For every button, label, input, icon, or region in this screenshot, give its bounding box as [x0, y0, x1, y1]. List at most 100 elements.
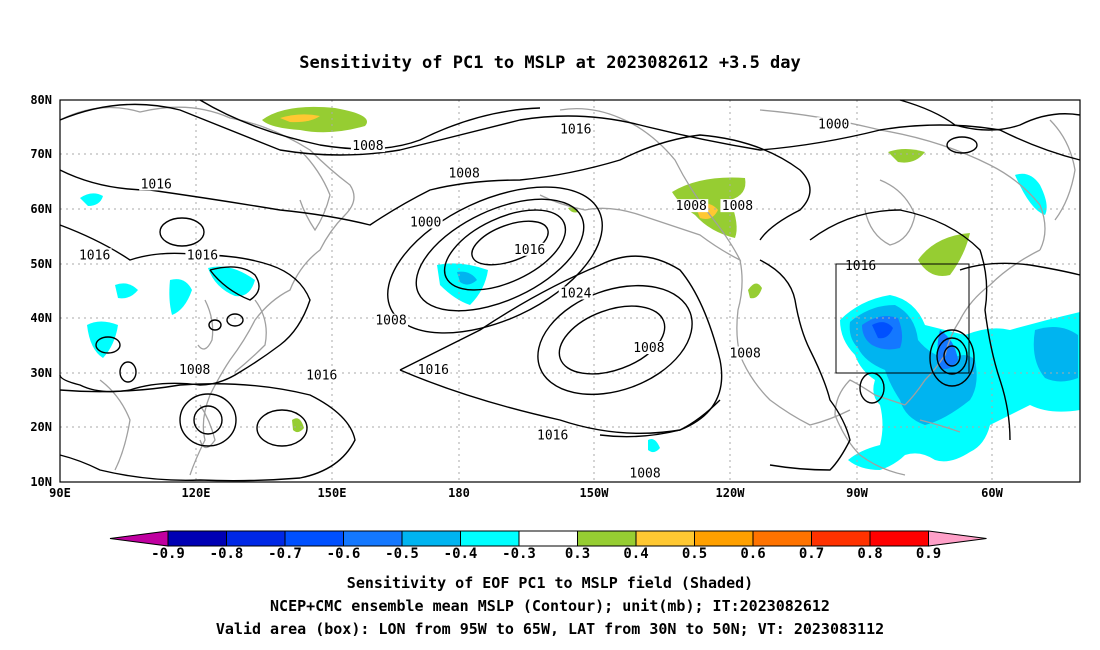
colorbar-tick-label: -0.6: [327, 546, 361, 562]
lat-label: 10N: [30, 475, 52, 489]
colorbar-tick-label: 0.3: [565, 546, 590, 562]
colorbar-tick-label: 0.9: [916, 546, 941, 562]
contour-label: 1008: [352, 139, 383, 154]
mslp-contours: [59, 99, 1081, 482]
contour-label: 1008: [448, 166, 479, 181]
contour-top-1016: [59, 134, 811, 241]
contour-label-bg: [416, 362, 451, 376]
contour-atlantic-low2: [936, 337, 968, 375]
contour-label: 1008: [729, 346, 760, 361]
coastlines: [59, 106, 1076, 476]
contour-label: 1016: [845, 259, 876, 274]
colorbar-tick-label: -0.7: [268, 546, 302, 562]
colorbar-swatch: [869, 530, 929, 547]
lon-label: 90E: [49, 486, 71, 500]
contour-label-bg: [720, 199, 755, 213]
contour-label-bg: [674, 199, 709, 213]
contour-arctic-small: [946, 136, 978, 154]
pacific-high-1020: [537, 284, 693, 396]
coast-japan: [234, 299, 267, 373]
contour-label: 1016: [537, 428, 568, 443]
contour-atlantic-low1: [943, 345, 961, 367]
map-panel: 1008 1016 1000 1016 1008 1000 1008 1008 1016 1016…: [59, 99, 1081, 483]
negative-patch-china1: [87, 321, 118, 358]
contour-asia-small1: [159, 217, 205, 247]
coast-korea: [197, 299, 214, 350]
contour-label-bg: [535, 428, 570, 442]
colorbar-swatch: [460, 530, 520, 547]
contour-top-1008: [59, 103, 1081, 161]
colorbar-tick-label: 0.5: [682, 546, 707, 562]
contour-wpac-1008: [59, 383, 356, 482]
colorbar: -0.9 -0.8 -0.7 -0.6 -0.5 -0.4 -0.3 0.3 0.4 0.5 0.6…: [109, 530, 987, 562]
colorbar-swatch: [167, 530, 227, 547]
lat-label: 40N: [30, 311, 52, 325]
contour-label: 1016: [418, 363, 449, 378]
contour-arctic-1000: [899, 99, 1081, 131]
contour-asia-1016b: [209, 266, 260, 301]
lon-label: 90W: [846, 486, 868, 500]
contour-asia-small2: [95, 336, 121, 354]
colorbar-swatch: [577, 530, 637, 547]
contour-label: 1024: [560, 286, 591, 301]
contour-label-bg: [628, 466, 663, 480]
positive-patch-labrador: [918, 233, 970, 276]
colorbar-swatch: [635, 530, 695, 547]
lat-label: 70N: [30, 147, 52, 161]
caption-line-3: Valid area (box): LON from 95W to 65W, L…: [216, 620, 884, 638]
contour-atlantic-low3: [929, 329, 975, 387]
colorbar-swatch: [518, 530, 578, 547]
colorbar-swatch: [401, 530, 461, 547]
colorbar-swatch: [226, 530, 286, 547]
contour-asia-small3: [119, 361, 137, 383]
contour-label-bg: [177, 362, 212, 376]
colorbar-tick-label: 0.8: [857, 546, 882, 562]
map-frame: [59, 99, 1081, 483]
lat-label: 20N: [30, 420, 52, 434]
negative-patch-siberia: [80, 193, 103, 206]
contour-label: 1000: [410, 216, 441, 231]
negative-patch-korea: [169, 279, 192, 315]
aleutian-low-1004: [443, 209, 567, 291]
contour-label-bg: [185, 248, 220, 262]
colorbar-tick-label: 0.4: [623, 546, 648, 562]
contour-label: 1016: [560, 123, 591, 138]
pacific-high-1024: [558, 305, 666, 375]
valid-area-box: [835, 263, 970, 374]
positive-patch-rockies: [748, 283, 762, 299]
aleutian-low-1000: [471, 220, 549, 266]
contour-label-bg: [304, 368, 339, 382]
negative-patch-atlantic-core: [1033, 326, 1078, 382]
contour-label-group: 1008 1016 1000 1016 1008 1000 1008 1008 1016 1016…: [77, 117, 878, 482]
contour-label: 1008: [633, 341, 664, 356]
coast-gulf: [834, 379, 906, 476]
contour-label-bg: [350, 139, 385, 153]
contour-na-1016b: [959, 262, 1081, 276]
typhoon-1b: [179, 393, 237, 447]
lon-label: 180: [448, 486, 470, 500]
contour-label: 1008: [629, 467, 660, 482]
colorbar-swatch: [752, 530, 812, 547]
lat-axis: 80N 70N 60N 50N 40N 30N 20N 10N: [30, 93, 52, 489]
coast-cuba: [919, 419, 961, 433]
negative-patch-hawaii: [648, 439, 660, 453]
caption-line-1: Sensitivity of EOF PC1 to MSLP field (Sh…: [347, 574, 753, 592]
contour-label-bg: [558, 286, 593, 300]
colorbar-tick-label: -0.9: [151, 546, 185, 562]
positive-patch-hudson: [888, 149, 925, 163]
contour-label: 1016: [141, 177, 172, 192]
contour-label-bg: [728, 346, 763, 360]
contour-label: 1008: [722, 199, 753, 214]
contour-label-bg: [77, 248, 112, 262]
contour-label: 1016: [514, 243, 545, 258]
contour-label-bg: [816, 117, 851, 131]
coast-eastus: [904, 249, 1041, 406]
pacific-high-1016: [399, 255, 723, 435]
contour-asia-small5: [208, 319, 222, 331]
contour-label-bg: [447, 166, 482, 180]
positive-patch-bering-core: [280, 114, 320, 123]
colorbar-tick-label: -0.8: [210, 546, 244, 562]
colorbar-extend-low: [109, 530, 169, 547]
lon-label: 150E: [318, 486, 347, 500]
